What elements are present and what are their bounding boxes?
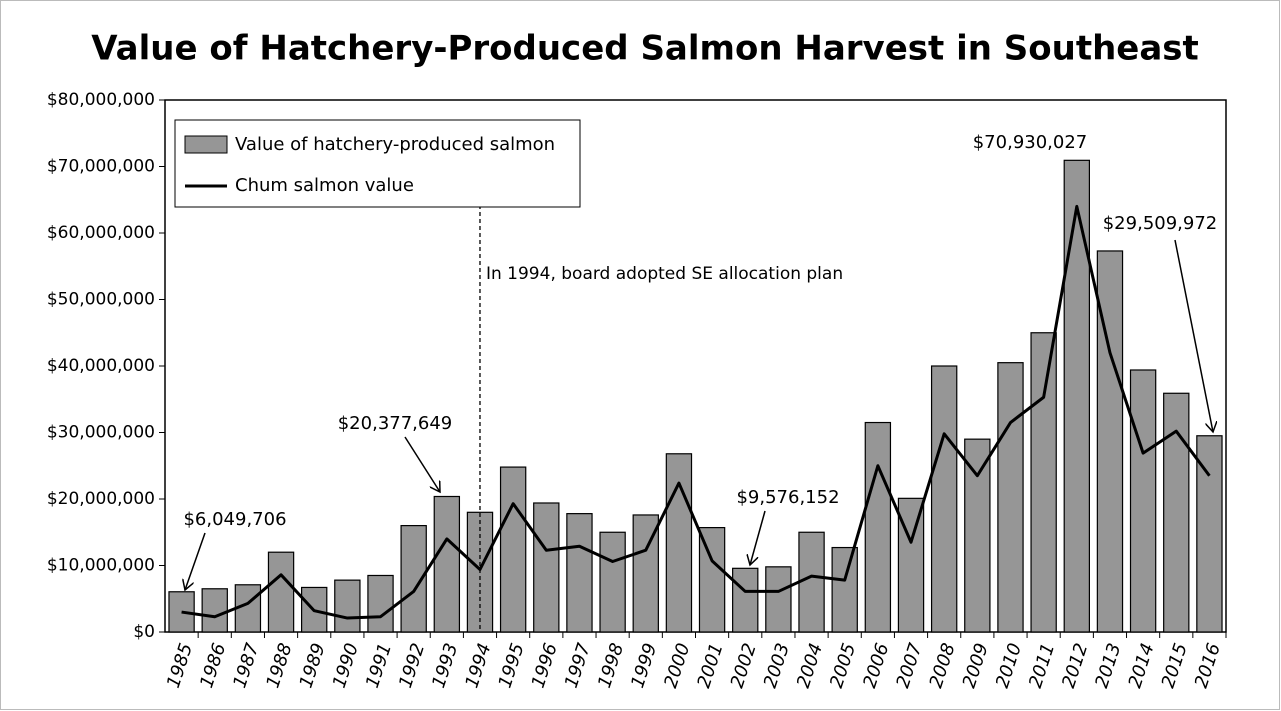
- bar: [599, 531, 626, 633]
- bar: [632, 514, 659, 633]
- bar: [665, 453, 693, 633]
- data-label: $6,049,706: [183, 509, 286, 530]
- arrow: [404, 436, 440, 492]
- chart-title: Value of Hatchery-Produced Salmon Harves…: [91, 29, 1199, 69]
- bar: [367, 574, 394, 633]
- bar: [1196, 435, 1223, 633]
- line: [181, 204, 1211, 620]
- legend-label: Value of hatchery-produced salmon: [235, 134, 555, 155]
- annotation: In 1994, board adopted SE allocation pla…: [486, 264, 843, 284]
- bar: [499, 466, 527, 633]
- bar: [1030, 332, 1057, 633]
- legend-swatch: [184, 135, 228, 154]
- bar: [1163, 392, 1190, 633]
- bar: [566, 513, 593, 633]
- bar: [765, 566, 792, 633]
- arrow: [185, 532, 206, 590]
- y-tick-label: $30,000,000: [47, 423, 155, 443]
- bar: [433, 495, 461, 633]
- bar: [930, 365, 958, 633]
- y-tick-label: $60,000,000: [47, 223, 155, 243]
- bar: [864, 421, 892, 633]
- bar: [997, 362, 1024, 633]
- legend: [174, 119, 581, 208]
- legend-label: Chum salmon value: [235, 175, 414, 196]
- y-tick-label: $70,000,000: [47, 157, 155, 177]
- y-tick-label: $40,000,000: [47, 356, 155, 376]
- arrow: [750, 510, 766, 565]
- bar: [533, 502, 560, 633]
- arrow: [1174, 239, 1213, 432]
- bar: [334, 579, 361, 633]
- data-label: $9,576,152: [736, 487, 839, 508]
- bar: [964, 438, 991, 633]
- bar: [1129, 369, 1157, 633]
- y-tick-label: $10,000,000: [47, 556, 155, 576]
- bar: [1063, 159, 1090, 633]
- bar: [201, 588, 228, 633]
- data-label: $70,930,027: [973, 132, 1088, 153]
- bar: [267, 551, 295, 633]
- bar: [234, 584, 262, 633]
- y-tick-label: $0: [133, 622, 155, 642]
- y-tick-label: $50,000,000: [47, 290, 155, 310]
- data-label: $20,377,649: [338, 413, 453, 434]
- bar: [831, 546, 858, 633]
- bar: [798, 531, 825, 633]
- data-label: $29,509,972: [1103, 213, 1218, 234]
- y-tick-label: $20,000,000: [47, 489, 155, 509]
- bar: [698, 526, 726, 633]
- bar: [732, 567, 759, 633]
- y-tick-label: $80,000,000: [47, 90, 155, 110]
- bar: [301, 586, 328, 633]
